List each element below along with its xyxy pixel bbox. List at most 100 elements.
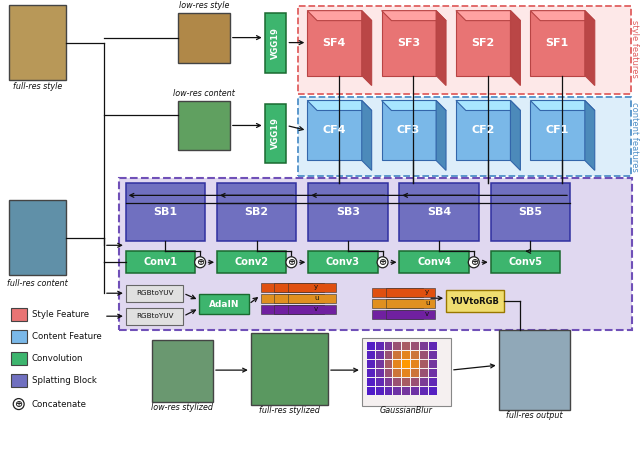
Polygon shape [307,100,372,111]
Text: style features: style features [630,20,639,77]
Polygon shape [362,100,372,171]
Text: ⊕: ⊕ [287,257,296,267]
Bar [403,351,410,359]
Text: v: v [425,311,429,317]
Bar [412,351,419,359]
Polygon shape [585,11,595,86]
Bar [403,378,410,386]
Bar [499,330,570,410]
Bar [429,369,437,377]
Bar [367,360,374,368]
Bar [385,351,392,359]
Bar [412,369,419,377]
Polygon shape [585,100,595,171]
Text: full-res style: full-res style [13,82,62,91]
Bar [394,378,401,386]
Bar [298,6,632,94]
Bar [381,11,436,76]
Bar [289,305,336,314]
Bar [394,360,401,368]
Bar [394,351,401,359]
Text: Convolution: Convolution [31,354,83,363]
Bar [376,369,383,377]
Circle shape [13,399,24,410]
Bar [399,251,469,273]
Text: full-res stylized: full-res stylized [259,405,320,414]
Text: y: y [314,284,318,290]
Bar [429,342,437,350]
Bar [152,340,213,402]
Polygon shape [436,100,446,171]
Bar [126,285,183,302]
Bar [381,100,436,160]
Text: VGG19: VGG19 [271,117,280,149]
Bar [385,299,435,308]
Bar [179,13,230,63]
Text: SB4: SB4 [427,207,451,217]
Bar [275,283,324,292]
Text: SB3: SB3 [336,207,360,217]
Bar [385,378,392,386]
Text: Conv4: Conv4 [417,257,451,267]
Polygon shape [307,11,372,21]
Bar [217,251,286,273]
Polygon shape [456,100,520,111]
Bar [199,294,249,314]
Text: low-res style: low-res style [179,1,229,10]
Bar [429,378,437,386]
Text: GaussianBlur: GaussianBlur [380,405,433,414]
Polygon shape [531,11,595,21]
Bar [376,378,383,386]
Text: SF4: SF4 [323,38,346,48]
Text: low-res stylized: low-res stylized [151,403,213,412]
Bar [531,100,585,160]
Bar [429,360,437,368]
Bar [11,374,27,387]
Text: Conv5: Conv5 [508,257,542,267]
Bar [11,352,27,365]
Bar [251,333,328,405]
Text: y: y [425,289,429,295]
Bar [412,378,419,386]
Bar [376,351,383,359]
Text: Conv1: Conv1 [143,257,177,267]
Bar [385,288,435,297]
Text: YUVtoRGB: YUVtoRGB [451,297,499,306]
Bar [217,184,296,241]
Bar [385,369,392,377]
Bar [11,330,27,343]
Bar [307,100,362,160]
Text: u: u [314,295,319,301]
Text: low-res content: low-res content [173,89,235,98]
Text: AdaIN: AdaIN [209,300,239,309]
Bar [456,100,511,160]
Bar [491,184,570,241]
Bar [531,11,585,76]
Text: Conv2: Conv2 [235,257,269,267]
Bar [376,387,383,395]
Text: RGBtoYUV: RGBtoYUV [136,313,173,319]
Bar [376,342,383,350]
Bar [9,200,67,275]
Bar [9,4,67,80]
Polygon shape [511,11,520,86]
Bar [412,387,419,395]
Bar [367,351,374,359]
Bar [403,342,410,350]
Bar [394,387,401,395]
Bar [399,184,479,241]
Circle shape [195,257,205,268]
Text: ⊕: ⊕ [196,257,204,267]
Bar [412,342,419,350]
Text: CF3: CF3 [397,126,420,135]
Text: Content Feature: Content Feature [31,332,101,341]
Bar [126,251,195,273]
Text: ⊕: ⊕ [470,257,478,267]
Bar [491,251,560,273]
Bar [420,342,428,350]
Bar [385,310,435,319]
Bar [385,387,392,395]
Bar [264,13,286,72]
Bar [308,184,388,241]
Bar [367,369,374,377]
